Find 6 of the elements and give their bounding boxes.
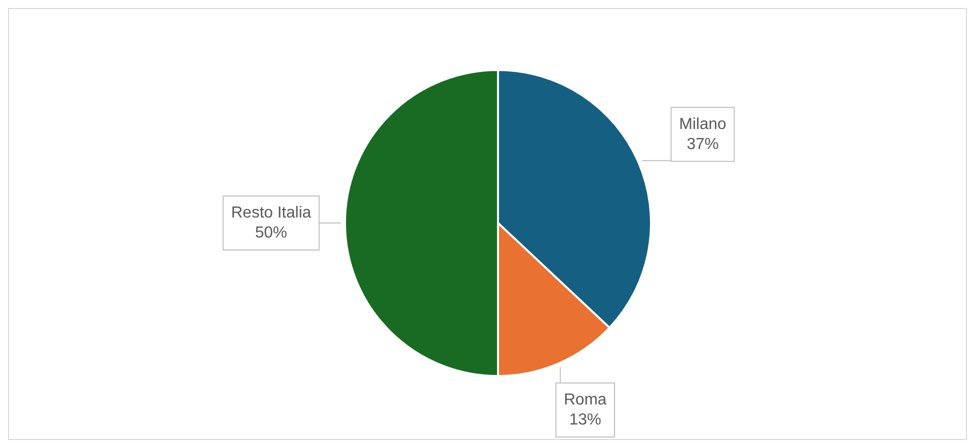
slice-label: Roma	[564, 391, 607, 408]
slice-label: Resto Italia	[231, 204, 312, 222]
data-label: 37%	[686, 136, 719, 153]
data-label: 50%	[255, 224, 288, 242]
data-label: 13%	[569, 411, 602, 428]
slice-label: Milano	[679, 116, 726, 133]
